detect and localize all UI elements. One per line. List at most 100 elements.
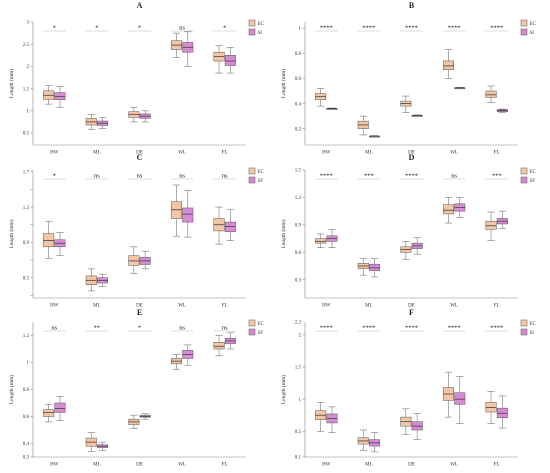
x-tick-label: ML [93,463,101,468]
y-tick-label: 1.3 [23,206,30,211]
box-iqr [54,402,66,413]
x-tick-label: DE [136,463,143,468]
significance-label: ns [51,325,57,332]
box-ec-de [128,246,140,274]
y-tick-label: 1.2 [295,196,302,201]
y-axis-label: Length (mm) [8,375,15,404]
box-ec-de [400,95,412,113]
x-tick-label: HW [50,151,59,156]
box-ec-hw [315,88,327,107]
box-si-wl [454,376,466,424]
significance-label: **** [448,325,461,332]
significance-label: * [138,325,141,332]
y-axis-label: Length (mm) [280,375,287,404]
significance-label: ns [222,173,228,180]
legend: EC SI [520,19,537,36]
legend-label: EC [530,170,537,175]
panel-title-b: B [409,1,415,10]
box-si-ml [369,432,381,453]
legend-label: EC [258,22,265,27]
x-tick-label: DE [408,463,415,468]
panel-title-d: D [409,153,415,162]
box-si-hw [326,406,338,433]
significance-label: * [95,25,98,32]
y-tick-label: 1 [299,398,302,403]
y-tick-label: 1.5 [295,366,302,371]
box-ec-hw [315,402,327,432]
y-tick-label: 0.9 [295,224,302,229]
legend-swatch [520,319,528,327]
legend-swatch [520,19,528,27]
legend-label: SI [258,31,263,36]
box-ec-hw [315,233,327,249]
x-tick-label: ML [365,151,373,156]
significance-label: **** [490,325,503,332]
y-tick-label: 1 [27,110,30,115]
box-ec-wl [170,184,182,237]
legend: EC SF [248,319,265,336]
significance-label: ns [222,325,228,332]
box-iqr [128,255,140,266]
box-si-ml [369,135,381,138]
legend: EC SI [520,319,537,336]
box-sf-de [139,250,151,270]
box-iqr [54,92,66,100]
box-ec-fl [485,391,497,424]
y-tick-label: 0.1 [295,456,302,461]
significance-label: ns [137,173,143,180]
legend-swatch [520,328,528,336]
x-tick-label: WL [178,463,186,468]
significance-label: ns [94,173,100,180]
significance-label: ns [179,25,185,32]
y-tick-label: 2.5 [23,43,30,48]
legend-label: EC [530,322,537,327]
legend-label: EC [258,170,265,175]
significance-label: **** [405,173,418,180]
box-ec-de [128,106,140,123]
box-iqr [485,220,497,230]
box-ec-fl [485,211,497,241]
box-ec-fl [213,45,225,74]
box-ec-wl [442,49,454,79]
box-iqr [369,263,381,271]
significance-label: **** [448,25,461,32]
significance-label: **** [362,325,375,332]
box-si-hw [326,107,338,110]
legend: EC SF [520,167,537,184]
y-axis-label: Length (mm) [8,219,15,248]
legend-swatch [248,28,256,36]
significance-label: * [53,173,56,180]
box-si-fl [496,395,508,429]
box-sf-ml [369,258,381,278]
y-tick-label: 2 [27,65,30,70]
box-sf-fl [224,209,236,241]
panel-b: B 0.2 0.4 0.6 0.8 1 Length (mm) HW ML DE WL FL **** *… [280,1,537,156]
legend-label: SI [530,31,535,36]
x-tick-label: WL [450,463,458,468]
box-ec-wl [442,371,454,418]
box-ec-hw [43,220,55,259]
legend-label: SF [530,179,536,184]
y-tick-label: 0.6 [295,77,302,82]
panel-d: D 0.3 0.6 0.9 1.2 1.5 Length (mm) HW ML DE WL FL ***… [280,153,537,309]
significance-label: **** [405,325,418,332]
box-si-wl [182,31,194,67]
x-tick-label: HW [322,304,331,309]
y-tick-label: 1.5 [23,87,30,92]
panel-c: C 0.5 0.9 1.3 1.7 Length (mm) HW ML DE WL FL * ns ns n… [8,153,265,309]
y-tick-label: 0.5 [23,132,30,137]
box-si-de [139,110,151,123]
box-iqr [442,60,454,70]
y-axis-label: Length (mm) [8,69,15,98]
y-tick-label: 0.6 [295,251,302,256]
significance-label: **** [490,25,503,32]
y-axis-label: Length (mm) [280,69,287,98]
box-si-de [411,412,423,440]
y-tick-label: 2.2 [295,321,302,326]
x-tick-label: FL [494,304,500,309]
box-iqr [43,233,55,248]
x-tick-label: FL [494,463,500,468]
box-ec-ml [85,114,97,130]
box-sf-de [139,413,151,420]
significance-label: **** [320,325,333,332]
